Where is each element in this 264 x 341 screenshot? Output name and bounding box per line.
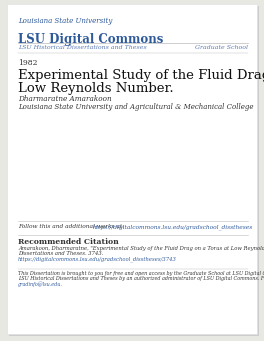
Text: LSU Digital Commons: LSU Digital Commons <box>18 33 163 46</box>
Text: https://digitalcommons.lsu.edu/gradschool_disstheses: https://digitalcommons.lsu.edu/gradschoo… <box>93 224 253 229</box>
Text: This Dissertation is brought to you for free and open access by the Graduate Sch: This Dissertation is brought to you for … <box>18 271 264 276</box>
Text: LSU Historical Dissertations and Theses: LSU Historical Dissertations and Theses <box>18 45 147 50</box>
Text: Amarakoon, Dharmaratne, "Experimental Study of the Fluid Drag on a Torus at Low : Amarakoon, Dharmaratne, "Experimental St… <box>18 246 264 251</box>
FancyBboxPatch shape <box>7 4 257 334</box>
Text: Louisiana State University and Agricultural & Mechanical College: Louisiana State University and Agricultu… <box>18 103 253 111</box>
Text: Follow this and additional works at:: Follow this and additional works at: <box>18 224 126 229</box>
Text: LSU Historical Dissertations and Theses by an authorized administrator of LSU Di: LSU Historical Dissertations and Theses … <box>18 276 264 281</box>
Text: https://digitalcommons.lsu.edu/gradschool_disstheses/3743: https://digitalcommons.lsu.edu/gradschoo… <box>18 256 177 262</box>
Text: Dharmaratne Amarakoon: Dharmaratne Amarakoon <box>18 95 112 103</box>
Text: gradinfo@lsu.edu.: gradinfo@lsu.edu. <box>18 281 63 287</box>
Text: Graduate School: Graduate School <box>195 45 248 50</box>
FancyBboxPatch shape <box>9 6 259 336</box>
Text: 1982: 1982 <box>18 59 37 67</box>
Text: Low Reynolds Number.: Low Reynolds Number. <box>18 82 174 95</box>
Text: Louisiana State University: Louisiana State University <box>18 17 112 25</box>
Text: Dissertations and Theses. 3743.: Dissertations and Theses. 3743. <box>18 251 103 256</box>
Text: Experimental Study of the Fluid Drag on a Torus at: Experimental Study of the Fluid Drag on … <box>18 69 264 82</box>
Text: Recommended Citation: Recommended Citation <box>18 238 119 246</box>
